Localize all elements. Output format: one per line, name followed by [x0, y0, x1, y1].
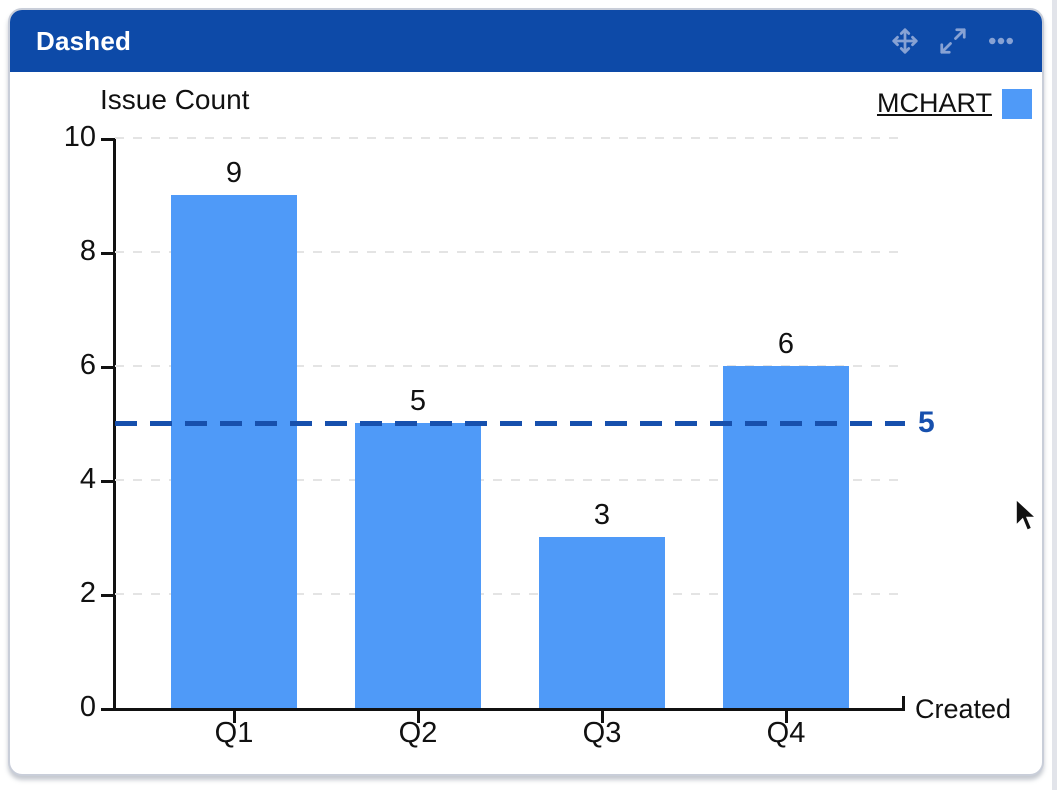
x-tick-label: Q1 — [214, 717, 254, 749]
y-tick-label: 2 — [79, 577, 96, 609]
gridline — [115, 593, 905, 595]
x-tick-label: Q2 — [398, 717, 438, 749]
x-axis-tick — [233, 711, 236, 723]
bar-q2[interactable] — [355, 423, 481, 708]
y-axis-line — [113, 138, 116, 711]
gadget-toolbar — [890, 26, 1016, 56]
plot-area: 9 5 3 6 — [115, 137, 905, 708]
y-tick-label: 10 — [63, 121, 96, 153]
more-options-icon[interactable] — [986, 26, 1016, 56]
x-axis-tick — [601, 711, 604, 723]
bar-value-label: 5 — [409, 385, 427, 417]
gridline — [115, 251, 905, 253]
bar-q4[interactable] — [723, 366, 849, 708]
gadget-header: Dashed — [10, 10, 1042, 72]
gadget-card: Dashed Issue Coun — [8, 8, 1044, 776]
reference-line-label: 5 — [918, 406, 935, 439]
bar-value-label: 6 — [777, 328, 795, 360]
legend-series-link[interactable]: MCHART — [876, 88, 992, 118]
expand-icon[interactable] — [938, 26, 968, 56]
mouse-cursor — [1014, 497, 1040, 539]
x-tick-label: Q3 — [582, 717, 622, 749]
x-axis-line — [113, 708, 905, 711]
y-axis-tick — [101, 138, 113, 141]
bar-q1[interactable] — [171, 195, 297, 708]
bar-value-label: 9 — [225, 157, 243, 189]
x-axis-title: Created — [915, 694, 1012, 724]
legend: MCHART — [877, 88, 1032, 119]
bar-q3[interactable] — [539, 537, 665, 708]
bar-value-label: 3 — [593, 499, 611, 531]
x-tick-label: Q4 — [766, 717, 806, 749]
move-icon[interactable] — [890, 26, 920, 56]
gridline — [115, 137, 905, 139]
y-axis-tick — [101, 594, 113, 597]
y-axis-tick — [101, 480, 113, 483]
x-axis-end-tick — [902, 696, 905, 708]
gridline — [115, 479, 905, 481]
x-axis-tick — [417, 711, 420, 723]
reference-line — [115, 421, 905, 426]
chart-container: Issue Count MCHART 9 5 3 6 5 Created 0 2 4 6 8 1… — [10, 72, 1042, 774]
gadget-title: Dashed — [36, 25, 132, 56]
y-tick-label: 4 — [79, 463, 96, 495]
y-tick-label: 6 — [79, 349, 96, 381]
adjacent-panel-edge — [1052, 0, 1057, 790]
legend-swatch — [1002, 88, 1032, 119]
y-axis-title: Issue Count — [100, 84, 250, 115]
y-axis-tick — [101, 252, 113, 255]
y-axis-tick — [101, 366, 113, 369]
y-axis-tick — [101, 708, 113, 711]
y-tick-label: 8 — [79, 235, 96, 267]
gridline — [115, 365, 905, 367]
y-tick-label: 0 — [79, 691, 96, 723]
x-axis-tick — [785, 711, 788, 723]
